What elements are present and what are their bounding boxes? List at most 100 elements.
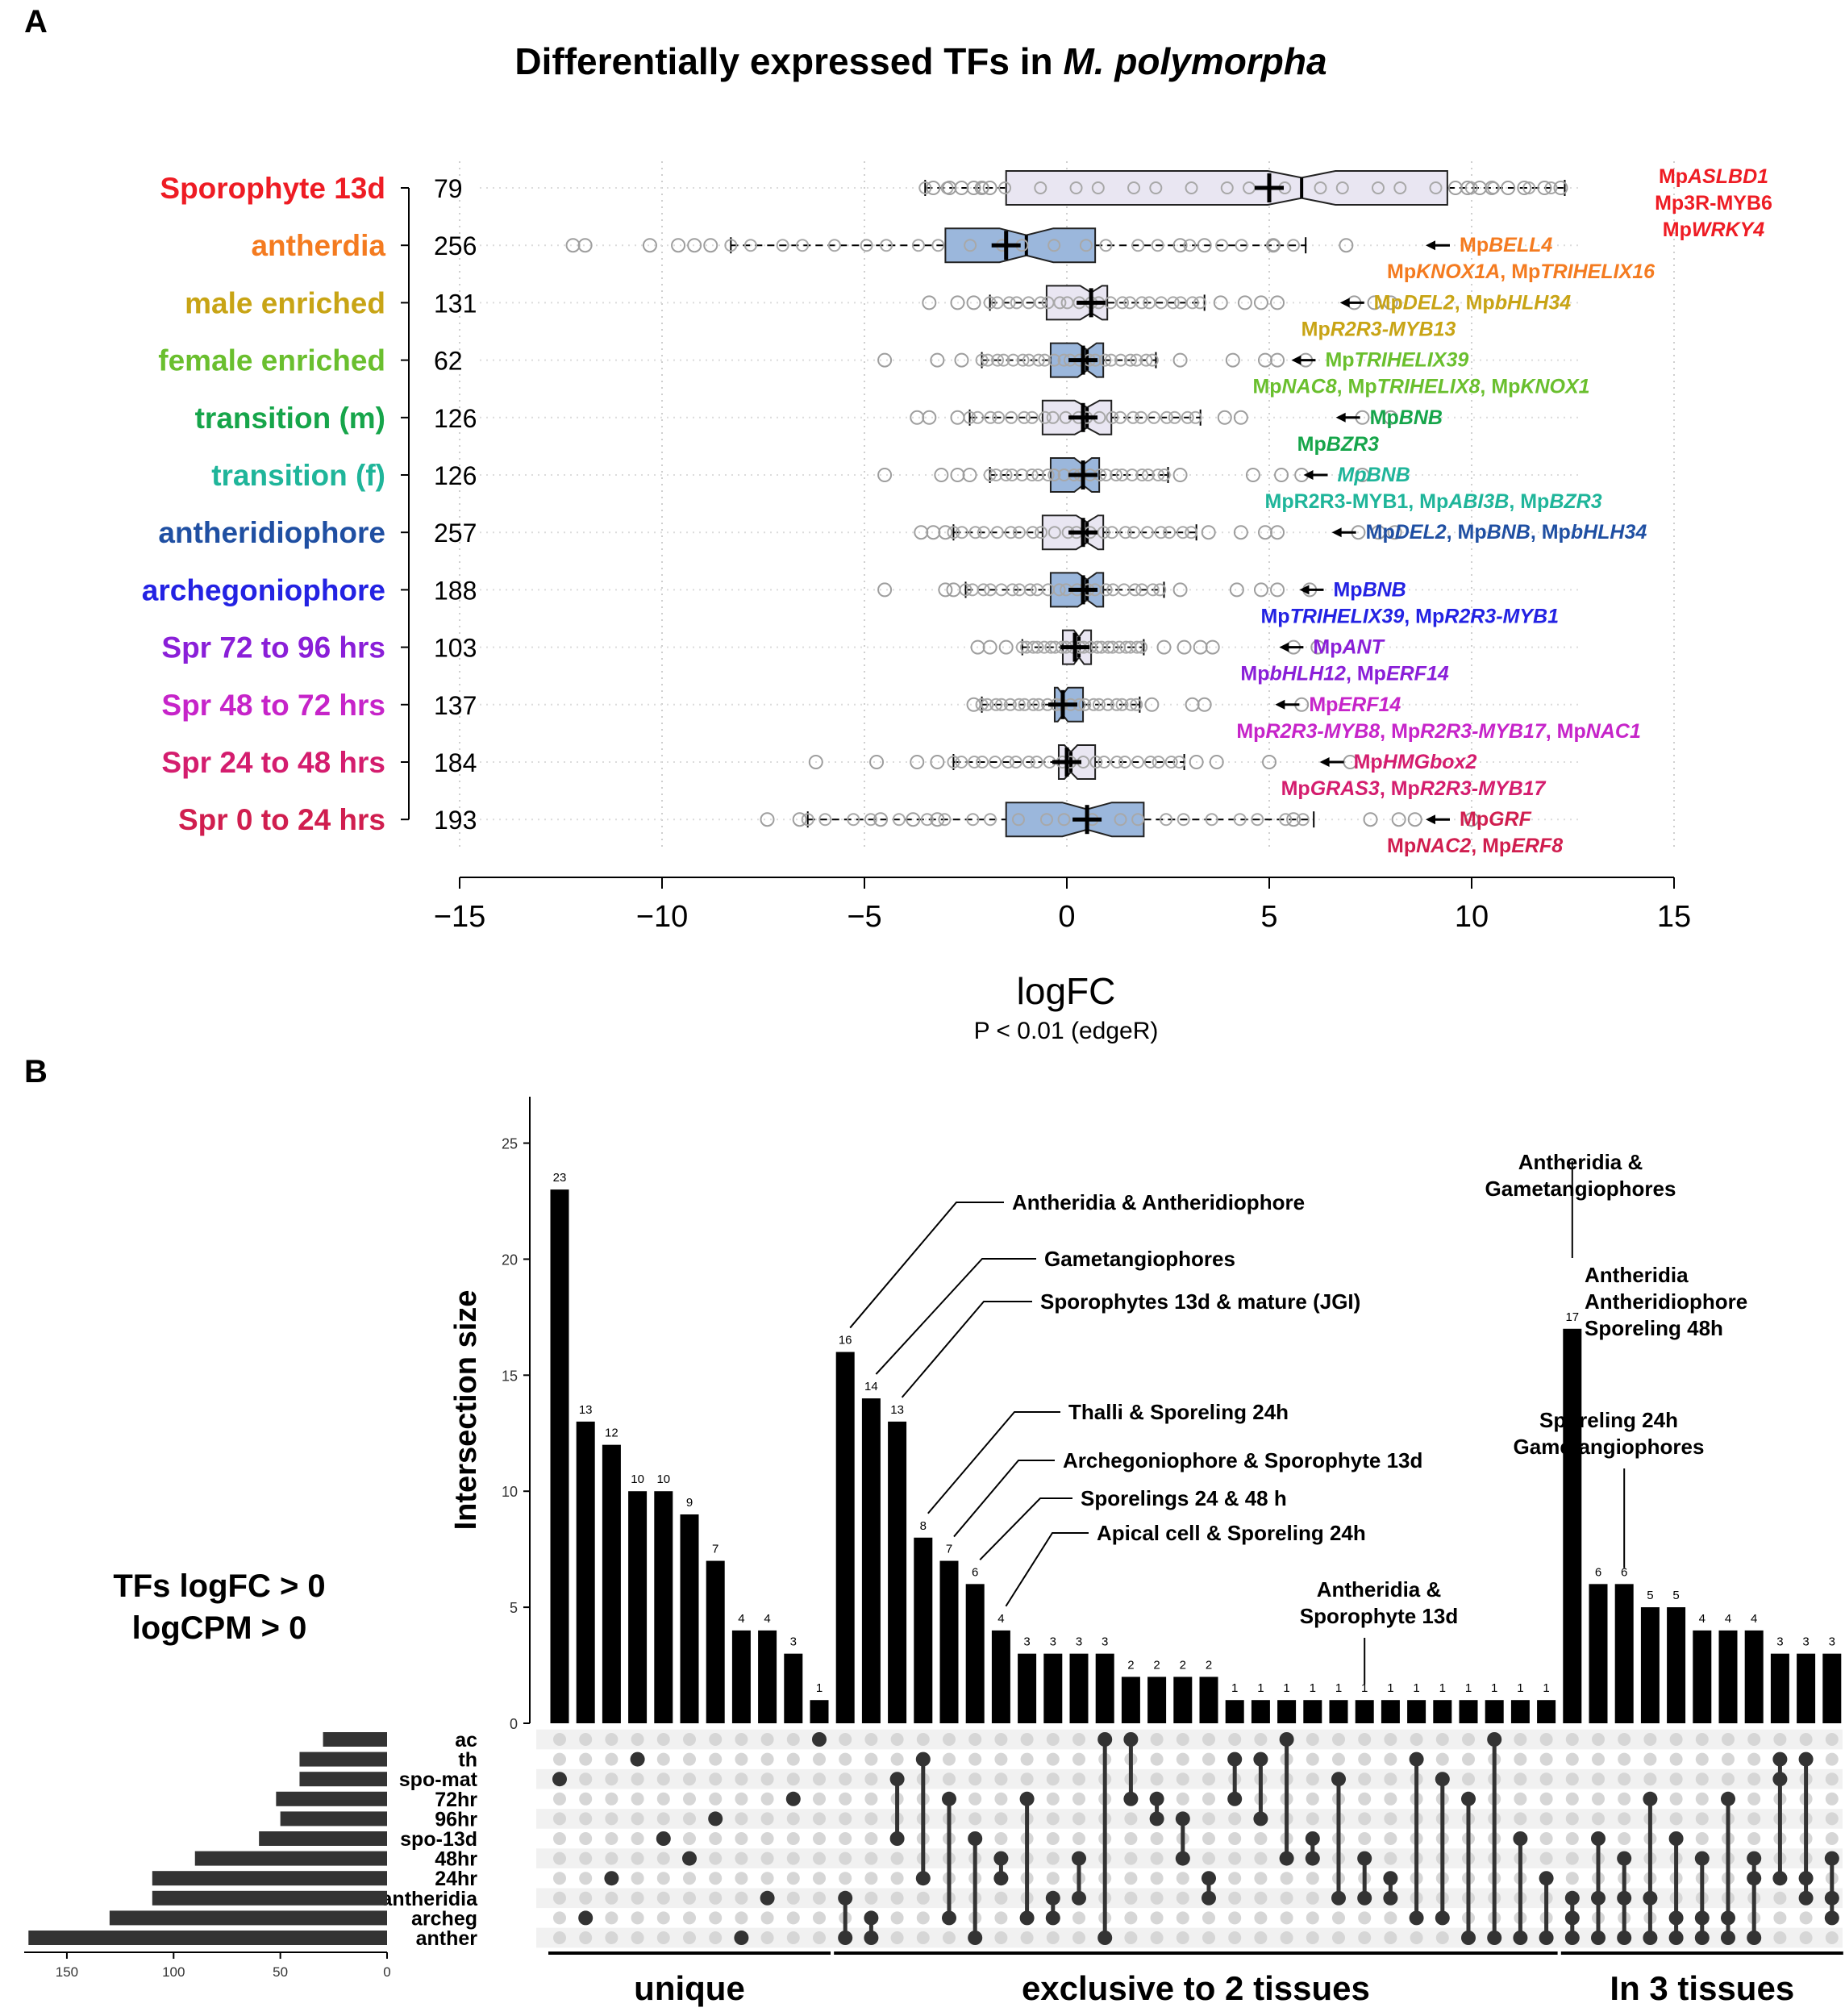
data-point bbox=[1185, 526, 1198, 539]
annotation-label: Archegoniophore & Sporophyte 13d bbox=[1063, 1448, 1422, 1472]
gene-arrow-head bbox=[1339, 298, 1350, 308]
gene-label-part: , Mp bbox=[1531, 521, 1571, 544]
annotation-label: Gametangiophores bbox=[1485, 1177, 1676, 1201]
data-point bbox=[1011, 813, 1025, 827]
annotation-leader bbox=[849, 1202, 1004, 1329]
matrix-dot-filled bbox=[1123, 1791, 1139, 1806]
intersection-bar bbox=[680, 1514, 699, 1723]
matrix-dot-empty bbox=[1514, 1812, 1527, 1826]
matrix-dot-filled bbox=[1694, 1851, 1710, 1866]
matrix-dot-filled bbox=[1202, 1890, 1216, 1906]
intersection-bar bbox=[861, 1398, 881, 1723]
gene-label: MpTRIHELIX39 bbox=[1325, 349, 1468, 372]
matrix-dot-empty bbox=[683, 1891, 696, 1905]
row-label: antheridiophore bbox=[158, 516, 385, 549]
intersection-bar bbox=[1718, 1630, 1738, 1723]
matrix-dot-filled bbox=[1643, 1890, 1658, 1906]
matrix-dot-filled bbox=[1694, 1931, 1710, 1945]
matrix-dot-empty bbox=[1124, 1931, 1138, 1944]
intersection-bar bbox=[1225, 1700, 1244, 1723]
gene-label-part: BZR3 bbox=[1326, 433, 1379, 456]
intersection-bar bbox=[1744, 1630, 1764, 1723]
matrix-dot-empty bbox=[1799, 1931, 1813, 1944]
bar-value-label: 10 bbox=[631, 1472, 644, 1486]
outlier-point bbox=[1270, 295, 1285, 310]
data-point bbox=[1099, 239, 1113, 252]
matrix-dot-empty bbox=[890, 1752, 904, 1766]
matrix-dot-empty bbox=[839, 1812, 852, 1826]
matrix-dot-empty bbox=[579, 1733, 593, 1746]
data-point bbox=[1522, 181, 1536, 194]
data-point bbox=[1335, 181, 1349, 194]
intersection-bar bbox=[1693, 1630, 1712, 1723]
matrix-dot-empty bbox=[1592, 1792, 1605, 1806]
data-point bbox=[1003, 698, 1017, 711]
outlier-point bbox=[930, 812, 945, 827]
matrix-dot-empty bbox=[1228, 1911, 1242, 1925]
outlier-point bbox=[1225, 352, 1240, 368]
matrix-dot-empty bbox=[579, 1872, 593, 1885]
outlier-point bbox=[1339, 238, 1354, 253]
data-point bbox=[1131, 813, 1145, 827]
outlier-point bbox=[950, 410, 965, 425]
set-name-label: archeg bbox=[411, 1907, 477, 1930]
panel-label-a: A bbox=[24, 4, 48, 40]
matrix-dot-empty bbox=[1202, 1792, 1215, 1806]
y-axis-title: Intersection size bbox=[449, 1290, 483, 1531]
outlier-point bbox=[1156, 639, 1172, 655]
bar-value-label: 1 bbox=[1439, 1681, 1446, 1695]
annotation-leader bbox=[979, 1497, 1072, 1561]
matrix-dot-filled bbox=[1824, 1851, 1839, 1866]
y-tick-label: 15 bbox=[502, 1368, 518, 1384]
set-size-bar bbox=[259, 1831, 387, 1846]
matrix-dot-empty bbox=[1669, 1752, 1683, 1766]
annotation-label: Gametangiophores bbox=[1044, 1247, 1235, 1271]
gene-label: MpNAC8, MpTRIHELIX8, MpKNOX1 bbox=[1252, 376, 1589, 398]
set-size-bar bbox=[299, 1752, 387, 1767]
data-point bbox=[1251, 813, 1264, 827]
matrix-dot-empty bbox=[1072, 1931, 1085, 1944]
set-name-label: 72hr bbox=[435, 1789, 477, 1811]
matrix-dot-empty bbox=[864, 1812, 878, 1826]
matrix-dot-empty bbox=[1773, 1911, 1787, 1925]
matrix-dot-empty bbox=[1228, 1872, 1242, 1885]
annotation-label: Gametangiophores bbox=[1514, 1435, 1705, 1459]
matrix-dot-empty bbox=[656, 1792, 670, 1806]
set-size-tick-label: 0 bbox=[383, 1964, 390, 1980]
gene-label-part: Mp bbox=[1325, 349, 1354, 372]
matrix-dot-filled bbox=[942, 1910, 956, 1926]
gene-label: MpbHLH12, MpERF14 bbox=[1240, 663, 1448, 685]
matrix-dot-empty bbox=[1124, 1872, 1138, 1885]
intersection-bar bbox=[1589, 1584, 1608, 1723]
bar-value-label: 6 bbox=[972, 1565, 978, 1579]
matrix-dot-filled bbox=[993, 1871, 1009, 1886]
matrix-dot-filled bbox=[1279, 1851, 1294, 1866]
outlier-point bbox=[1537, 181, 1552, 195]
matrix-dot-empty bbox=[1254, 1931, 1268, 1944]
gene-label-part: ABI3B bbox=[1447, 490, 1509, 513]
outlier-point bbox=[922, 295, 937, 310]
data-point bbox=[964, 239, 977, 252]
matrix-dot-empty bbox=[631, 1792, 644, 1806]
data-point bbox=[1143, 756, 1157, 768]
matrix-dot-empty bbox=[1773, 1891, 1787, 1905]
matrix-dot-empty bbox=[1618, 1832, 1631, 1845]
annotation-label: Sporeling 24h bbox=[1539, 1408, 1678, 1432]
data-point bbox=[1149, 181, 1163, 194]
data-point bbox=[981, 698, 994, 711]
gene-label: Mp3R-MYB6 bbox=[1655, 192, 1772, 215]
intersection-bar bbox=[1407, 1700, 1426, 1723]
matrix-dot-empty bbox=[1410, 1733, 1423, 1746]
outlier-point bbox=[922, 410, 937, 425]
matrix-dot-empty bbox=[1825, 1772, 1839, 1786]
matrix-dot-empty bbox=[760, 1792, 774, 1806]
matrix-dot-empty bbox=[605, 1733, 618, 1746]
data-point bbox=[1009, 756, 1022, 768]
gene-label: MpGRF bbox=[1460, 808, 1532, 831]
gene-arrow-head bbox=[1331, 527, 1342, 538]
matrix-dot-empty bbox=[1202, 1812, 1215, 1826]
bar-value-label: 17 bbox=[1565, 1310, 1579, 1324]
matrix-dot-empty bbox=[1592, 1772, 1605, 1786]
intersection-bar bbox=[1485, 1700, 1504, 1723]
outlier-point bbox=[962, 468, 977, 482]
